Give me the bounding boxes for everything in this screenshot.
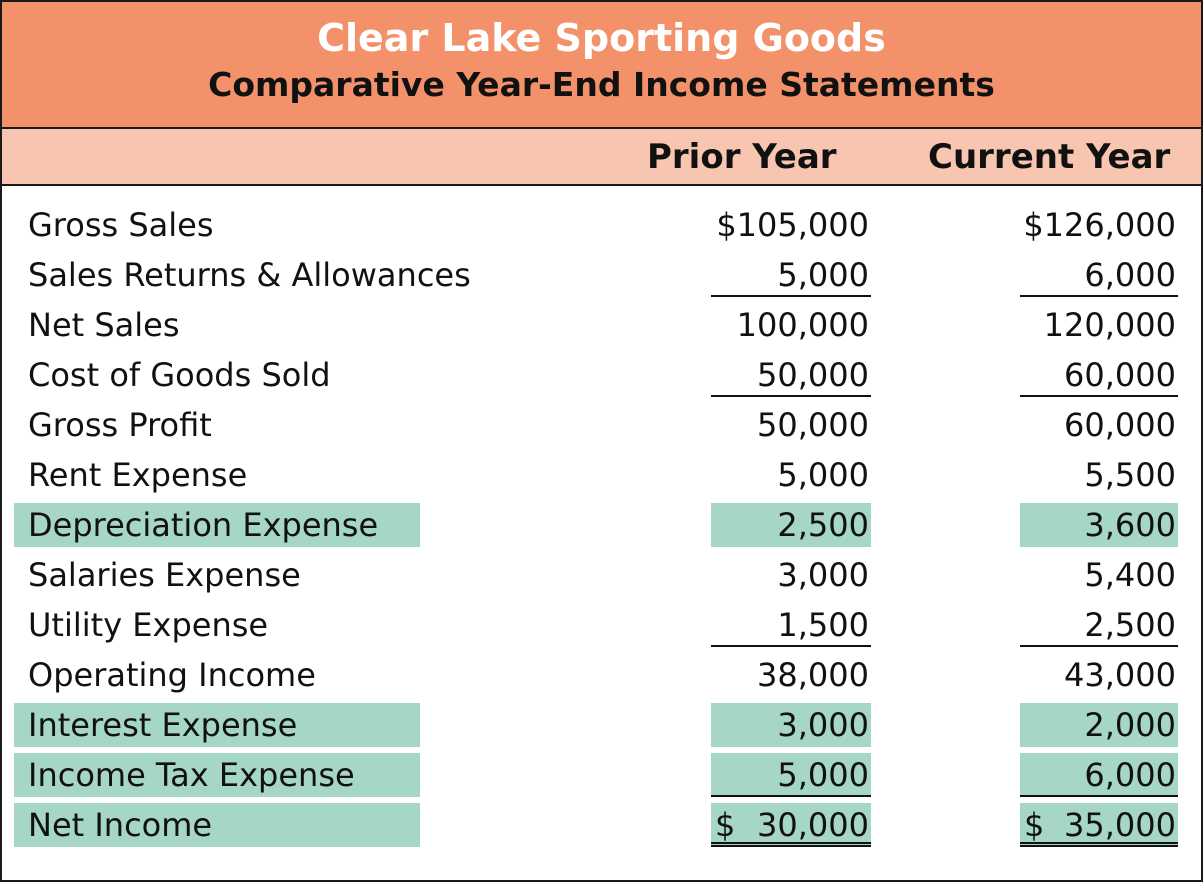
prior-year-value: 50,000 — [757, 406, 869, 444]
row-label: Operating Income — [28, 656, 316, 694]
current-year-value: 5,400 — [1084, 556, 1176, 594]
table-row-interest-expense: Interest Expense 3,000 2,000 — [2, 703, 1201, 747]
column-header-prior-year: Prior Year — [647, 137, 837, 177]
prior-year-value: 100,000 — [736, 306, 869, 344]
table-row-salaries-expense: Salaries Expense 3,000 5,400 — [2, 553, 1201, 597]
row-label: Sales Returns & Allowances — [28, 256, 471, 294]
prior-year-value: 1,500 — [711, 603, 871, 647]
current-year-value: 120,000 — [1043, 306, 1176, 344]
table-row-gross-profit: Gross Profit 50,000 60,000 — [2, 403, 1201, 447]
table-row-operating-income: Operating Income 38,000 43,000 — [2, 653, 1201, 697]
prior-year-value-highlighted: 5,000 — [711, 753, 871, 797]
current-year-value: 60,000 — [1064, 406, 1176, 444]
title-band: Clear Lake Sporting Goods Comparative Ye… — [2, 2, 1201, 129]
row-label-highlighted: Income Tax Expense — [14, 753, 420, 797]
current-year-value: 6,000 — [1020, 253, 1178, 297]
current-year-value-highlighted: 6,000 — [1020, 753, 1178, 797]
row-label: Utility Expense — [28, 606, 269, 644]
dollar-symbol: $ — [715, 806, 736, 844]
table-row-net-sales: Net Sales 100,000 120,000 — [2, 303, 1201, 347]
table-row-gross-sales: Gross Sales $105,000 $126,000 — [2, 203, 1201, 247]
prior-year-value: 38,000 — [757, 656, 869, 694]
prior-year-value: 5,000 — [777, 456, 869, 494]
prior-year-value: 50,000 — [711, 353, 871, 397]
current-year-value-highlighted: 2,000 — [1020, 703, 1178, 747]
prior-year-value: 30,000 — [757, 806, 869, 844]
current-year-value: 43,000 — [1064, 656, 1176, 694]
column-header-current-year: Current Year — [928, 137, 1171, 177]
current-year-value-highlighted: 3,600 — [1020, 503, 1178, 547]
prior-year-value-highlighted: 3,000 — [711, 703, 871, 747]
row-label-highlighted: Depreciation Expense — [14, 503, 420, 547]
prior-year-value: 5,000 — [711, 253, 871, 297]
row-label: Gross Sales — [28, 206, 214, 244]
table-row-utility-expense: Utility Expense 1,500 2,500 — [2, 603, 1201, 647]
prior-year-value: 3,000 — [777, 556, 869, 594]
prior-year-value: $105,000 — [716, 206, 869, 244]
row-label: Salaries Expense — [28, 556, 301, 594]
company-name: Clear Lake Sporting Goods — [317, 16, 886, 60]
row-label-highlighted: Net Income — [14, 803, 420, 847]
prior-year-value-highlighted: 2,500 — [711, 503, 871, 547]
current-year-value: 5,500 — [1084, 456, 1176, 494]
current-year-net-income: $ 35,000 — [1020, 803, 1178, 847]
column-header-row: Prior Year Current Year — [2, 129, 1201, 186]
row-label-highlighted: Interest Expense — [14, 703, 420, 747]
table-row-net-income: Net Income $ 30,000 $ 35,000 — [2, 803, 1201, 847]
current-year-value: 2,500 — [1020, 603, 1178, 647]
statement-title: Comparative Year-End Income Statements — [208, 65, 995, 104]
current-year-value: $126,000 — [1023, 206, 1176, 244]
table-row-rent-expense: Rent Expense 5,000 5,500 — [2, 453, 1201, 497]
table-row-sales-returns: Sales Returns & Allowances 5,000 6,000 — [2, 253, 1201, 297]
row-label: Cost of Goods Sold — [28, 356, 331, 394]
table-row-depreciation-expense: Depreciation Expense 2,500 3,600 — [2, 503, 1201, 547]
row-label: Net Sales — [28, 306, 180, 344]
row-label: Rent Expense — [28, 456, 248, 494]
table-row-income-tax-expense: Income Tax Expense 5,000 6,000 — [2, 753, 1201, 797]
prior-year-net-income: $ 30,000 — [711, 803, 871, 847]
dollar-symbol: $ — [1024, 806, 1045, 844]
row-label: Gross Profit — [28, 406, 212, 444]
table-row-cogs: Cost of Goods Sold 50,000 60,000 — [2, 353, 1201, 397]
current-year-value: 60,000 — [1020, 353, 1178, 397]
current-year-value: 35,000 — [1064, 806, 1176, 844]
